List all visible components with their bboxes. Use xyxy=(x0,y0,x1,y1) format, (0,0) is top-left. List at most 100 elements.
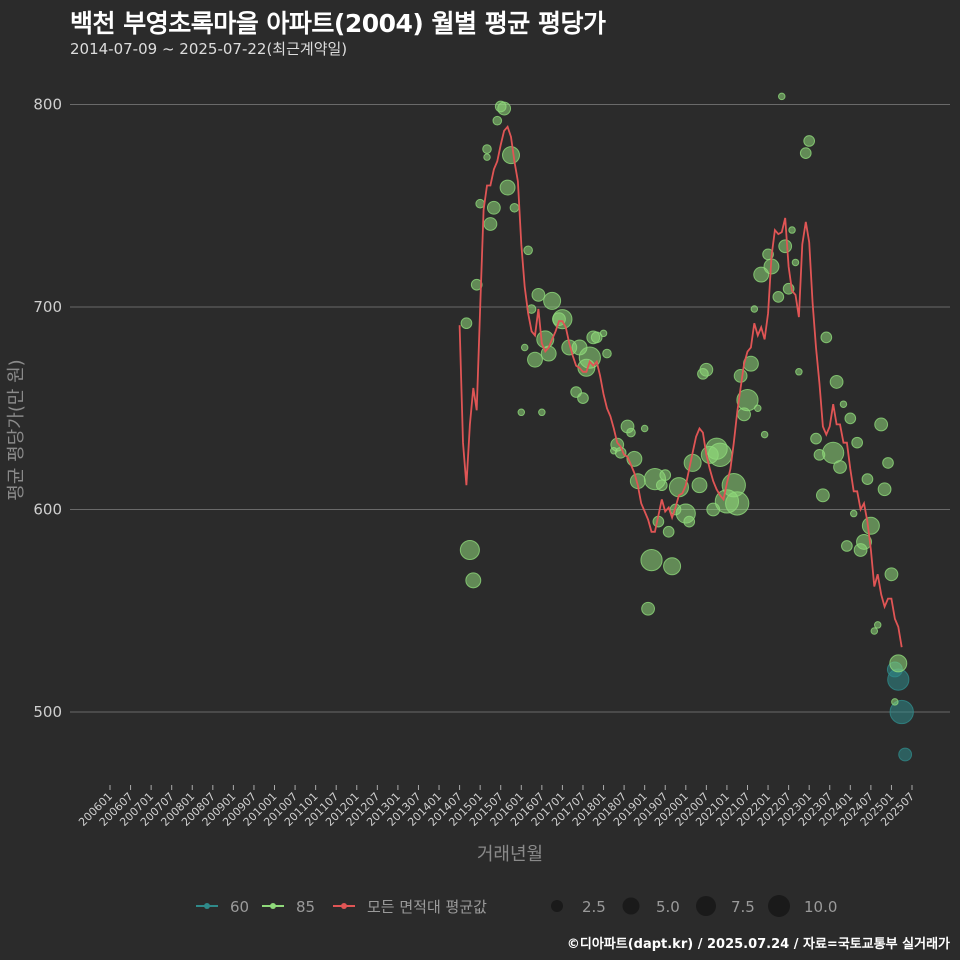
scatter-point-85 xyxy=(659,469,672,481)
scatter-point-85 xyxy=(520,343,529,352)
scatter-point-85 xyxy=(614,446,627,459)
scatter-point-85 xyxy=(874,417,889,432)
scatter-point-85 xyxy=(483,217,498,231)
y-axis-title: 평균 평당가(만 원) xyxy=(6,359,27,500)
scatter-point-85 xyxy=(772,291,785,303)
scatter-point-85 xyxy=(891,698,899,706)
scatter-point-85 xyxy=(552,309,573,330)
scatter-point-85 xyxy=(760,430,769,439)
legend-key-dot xyxy=(270,903,276,909)
scatter-point-85 xyxy=(791,258,800,267)
legend-size-key xyxy=(768,895,790,917)
scatter-point-85 xyxy=(590,331,603,344)
scatter-point-85 xyxy=(577,392,589,404)
scatter-point-85 xyxy=(640,549,663,572)
scatter-point-85 xyxy=(799,147,812,159)
scatter-point-85 xyxy=(543,291,562,310)
legend-size-key xyxy=(551,900,563,912)
scatter-point-85 xyxy=(699,362,714,377)
scatter-point-85 xyxy=(795,368,803,376)
scatter-point-85 xyxy=(465,572,482,589)
chart-title: 백천 부영초록마을 아파트(2004) 월별 평균 평당가 xyxy=(70,9,606,38)
scatter-point-85 xyxy=(861,516,880,535)
scatter-point-85 xyxy=(483,153,491,161)
y-tick-label: 500 xyxy=(33,703,62,721)
legend-size-key xyxy=(622,897,640,915)
scatter-point-85 xyxy=(810,432,822,445)
scatter-point-85 xyxy=(602,348,612,359)
scatter-point-85 xyxy=(815,488,830,503)
scatter-point-85 xyxy=(662,525,675,538)
scatter-point-85 xyxy=(725,491,750,516)
scatter-point-85 xyxy=(851,436,864,449)
scatter-point-85 xyxy=(877,482,892,497)
scatter-point-60 xyxy=(898,747,913,762)
y-tick-label: 800 xyxy=(33,96,62,114)
scatter-point-85 xyxy=(750,305,759,313)
scatter-point-85 xyxy=(822,441,845,464)
scatter-point-85 xyxy=(599,329,608,338)
scatter-point-85 xyxy=(844,412,857,425)
scatter-point-85 xyxy=(482,144,492,154)
legend-size-label: 2.5 xyxy=(582,898,606,916)
scatter-point-85 xyxy=(884,567,899,582)
legend-label: 85 xyxy=(296,898,315,916)
scatter-point-85 xyxy=(803,135,816,147)
scatter-point-85 xyxy=(497,101,512,116)
scatter-point-85 xyxy=(833,460,847,474)
scatter-point-85 xyxy=(778,92,786,101)
legend-size-label: 10.0 xyxy=(804,898,837,916)
scatter-point-85 xyxy=(691,477,708,494)
legend-size-key xyxy=(696,896,716,916)
scatter-point-85 xyxy=(459,539,480,561)
source-caption: ©디아파트(dapt.kr) / 2025.07.24 / 자료=국토교통부 실… xyxy=(566,937,950,952)
scatter-point-85 xyxy=(531,287,546,302)
scatter-point-85 xyxy=(509,202,520,213)
scatter-point-85 xyxy=(492,115,503,126)
scatter-point-85 xyxy=(788,226,796,234)
scatter-point-60 xyxy=(889,699,914,725)
scatter-point-85 xyxy=(829,375,844,389)
scatter-point-85 xyxy=(499,179,516,196)
scatter-point-85 xyxy=(502,146,520,165)
scatter-point-85 xyxy=(856,533,872,550)
scatter-point-85 xyxy=(683,515,696,528)
x-axis-title: 거래년월 xyxy=(477,844,543,865)
scatter-point-85 xyxy=(460,317,473,330)
scatter-point-85 xyxy=(640,424,649,433)
scatter-point-85 xyxy=(733,368,748,383)
average-line xyxy=(458,125,903,648)
y-tick-label: 600 xyxy=(33,501,62,519)
legend-size-label: 5.0 xyxy=(656,898,680,916)
legend-key-dot xyxy=(204,903,210,909)
scatter-point-85 xyxy=(486,200,501,215)
scatter-point-85 xyxy=(778,239,793,254)
legend-label: 60 xyxy=(230,898,249,916)
legend-size-label: 7.5 xyxy=(731,898,755,916)
scatter-point-85 xyxy=(517,408,526,417)
scatter-point-85 xyxy=(882,457,894,469)
scatter-point-85 xyxy=(707,442,733,467)
legend-label: 모든 면적대 평균값 xyxy=(367,898,487,916)
scatter-point-85 xyxy=(523,245,533,256)
scatter-point-85 xyxy=(849,509,858,518)
scatter-point-85 xyxy=(641,601,655,616)
scatter-point-85 xyxy=(841,540,853,552)
scatter-point-85 xyxy=(820,331,833,344)
scatter-point-85 xyxy=(663,557,682,576)
y-tick-label: 700 xyxy=(33,298,62,316)
scatter-point-85 xyxy=(754,404,762,412)
scatter-point-85 xyxy=(470,278,483,291)
scatter-point-85 xyxy=(655,479,668,492)
scatter-point-85 xyxy=(873,621,882,629)
chart-subtitle: 2014-07-09 ~ 2025-07-22(최근계약일) xyxy=(70,40,348,58)
scatter-point-85 xyxy=(538,408,546,417)
legend-key-dot xyxy=(341,903,347,909)
scatter-point-85 xyxy=(626,427,636,438)
scatter-point-85 xyxy=(870,627,879,635)
scatter-point-85 xyxy=(527,351,543,368)
scatter-point-85 xyxy=(889,654,908,673)
scatter-point-85 xyxy=(736,389,759,412)
scatter-point-85 xyxy=(839,400,848,408)
